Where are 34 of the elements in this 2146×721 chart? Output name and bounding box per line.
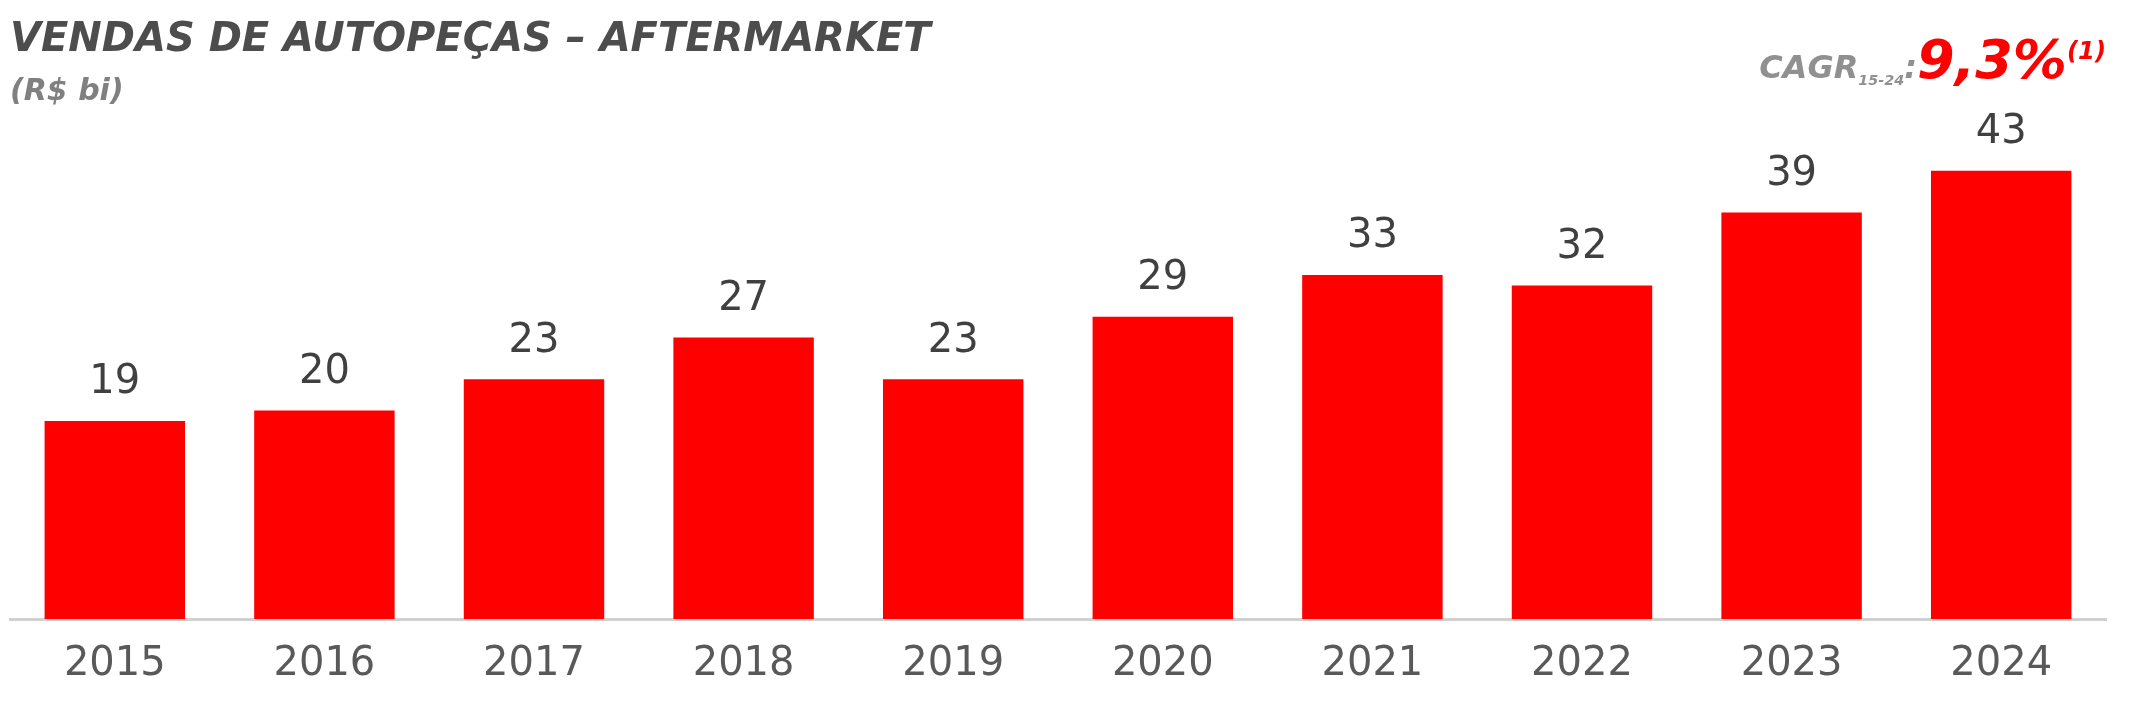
- text: CAGR$_{15-24}$:: [1759, 48, 1918, 89]
- x-tick-label: 2017: [483, 638, 585, 685]
- bar: [44, 420, 186, 619]
- x-tick-label: 2016: [273, 638, 376, 685]
- x-tick-label: 2022: [1531, 638, 1633, 685]
- x-tick-label: 2020: [1111, 638, 1214, 685]
- x-tick-label: 2015: [63, 638, 166, 685]
- x-tick-label: 2019: [902, 638, 1005, 685]
- x-tick-label: 2021: [1321, 638, 1424, 685]
- data-label: 29: [1137, 252, 1189, 299]
- bar: [254, 410, 395, 619]
- data-label: 23: [927, 314, 979, 361]
- bar: [1092, 316, 1234, 619]
- bar: [463, 379, 605, 619]
- bar: [673, 337, 814, 619]
- data-label: 20: [298, 345, 350, 392]
- x-tick-label: 2018: [692, 638, 795, 685]
- x-tick-label: 2024: [1950, 638, 2053, 685]
- data-label: 43: [1975, 106, 2027, 153]
- data-label: 39: [1766, 147, 1818, 194]
- data-label: 23: [508, 314, 560, 361]
- data-label: 27: [718, 272, 770, 319]
- x-tick-label: 2023: [1740, 638, 1843, 685]
- chart-subtitle: (R$ bi): [10, 72, 124, 107]
- bar: [882, 379, 1024, 619]
- data-label: 19: [89, 356, 141, 403]
- text: 9,3%$^{(1)}$: [1917, 28, 2106, 91]
- data-label: 33: [1346, 210, 1398, 257]
- bar: [1721, 212, 1862, 619]
- bar: [1511, 285, 1653, 619]
- data-label: 32: [1556, 220, 1608, 267]
- bar: [1930, 170, 2072, 619]
- chart-title: VENDAS DE AUTOPEÇAS – AFTERMARKET: [10, 14, 931, 60]
- bar: [1302, 275, 1443, 619]
